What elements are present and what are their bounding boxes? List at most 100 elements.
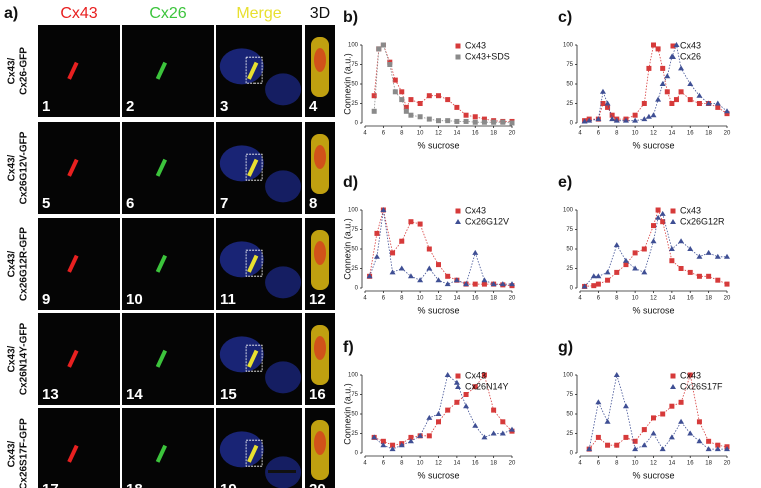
y-tick-label: 75 (566, 62, 573, 68)
y-axis-label: Connexin (a.u.) (342, 53, 352, 115)
marker (632, 438, 638, 444)
x-tick-label: 20 (509, 461, 516, 467)
marker (481, 116, 487, 122)
x-tick-label: 4 (578, 296, 582, 302)
x-tick-label: 6 (597, 461, 601, 467)
marker (455, 219, 461, 224)
panel-number: 11 (220, 291, 236, 308)
marker (455, 54, 461, 60)
marker (436, 118, 441, 124)
marker (622, 257, 629, 263)
row-label-line: Cx43/ (7, 57, 18, 84)
junction (155, 61, 168, 80)
marker (463, 392, 469, 397)
marker (641, 427, 647, 433)
y-tick-label: 50 (351, 82, 358, 88)
row-label-line: Cx26S17F-GFP (19, 418, 30, 488)
marker (426, 116, 432, 122)
marker (481, 281, 487, 287)
y-tick-label: 50 (351, 247, 358, 253)
x-tick-label: 6 (597, 131, 601, 137)
marker (454, 118, 460, 124)
series-line (374, 374, 513, 446)
marker (669, 258, 675, 264)
junction (247, 254, 259, 273)
marker (380, 207, 387, 212)
marker (398, 442, 405, 448)
row-label: Cx43/Cx26G12R-GFP (7, 227, 30, 301)
marker (499, 281, 506, 287)
marker (660, 411, 666, 417)
marker (670, 373, 676, 379)
marker (614, 442, 620, 448)
x-tick-label: 18 (490, 296, 497, 302)
marker (509, 426, 515, 432)
nucleus (219, 241, 264, 278)
legend-label: Cx26S17F (680, 381, 723, 391)
marker (609, 112, 615, 118)
marker (509, 281, 515, 287)
marker (670, 54, 676, 59)
x-tick-label: 18 (490, 461, 497, 467)
junction (67, 444, 79, 463)
marker (678, 238, 685, 244)
panel-number: 17 (42, 481, 59, 488)
marker (650, 238, 657, 244)
marker (651, 42, 656, 48)
marker (595, 116, 602, 122)
x-tick-label: 10 (632, 461, 639, 467)
marker (481, 434, 488, 440)
marker (669, 403, 675, 409)
x-tick-label: 16 (472, 131, 479, 137)
column-header: Cx26 (149, 5, 186, 22)
x-tick-label: 10 (417, 131, 424, 137)
marker (399, 89, 405, 95)
marker (724, 111, 730, 117)
marker (623, 262, 629, 268)
y-tick-label: 75 (566, 227, 573, 233)
junction (67, 254, 79, 273)
marker (632, 112, 638, 118)
panel-number: 6 (126, 195, 134, 212)
x-tick-label: 16 (687, 296, 694, 302)
marker (586, 446, 593, 452)
marker (605, 104, 611, 110)
x-tick-label: 14 (454, 131, 461, 137)
panel-number: 10 (126, 291, 143, 308)
x-tick-label: 6 (382, 296, 386, 302)
row-label-line: Cx26G12R-GFP (19, 227, 30, 301)
marker (724, 108, 730, 114)
x-tick-label: 8 (400, 131, 404, 137)
panel-number: 4 (309, 98, 318, 115)
marker (472, 119, 478, 125)
marker (403, 108, 409, 114)
x-tick-label: 6 (382, 131, 386, 137)
marker (646, 65, 652, 71)
marker (472, 114, 478, 120)
marker (670, 384, 676, 389)
legend-label: Cx43+SDS (465, 51, 510, 61)
marker (455, 208, 461, 214)
marker (472, 422, 479, 428)
marker (581, 118, 588, 124)
marker (407, 438, 414, 444)
marker (445, 118, 451, 124)
marker (687, 430, 694, 436)
marker (604, 100, 611, 106)
panel-number: 8 (309, 195, 317, 212)
marker (444, 372, 451, 377)
marker (371, 93, 377, 99)
x-tick-label: 8 (615, 461, 619, 467)
marker (380, 438, 386, 444)
legend-label: Cx43 (680, 370, 701, 380)
series-line (588, 373, 728, 450)
marker (390, 442, 396, 448)
marker (408, 434, 414, 440)
marker (714, 253, 721, 259)
marker (641, 116, 648, 122)
marker (678, 418, 685, 424)
x-tick-label: 4 (578, 131, 582, 137)
marker (705, 100, 712, 106)
nucleus (265, 73, 302, 106)
x-tick-label: 14 (669, 131, 676, 137)
